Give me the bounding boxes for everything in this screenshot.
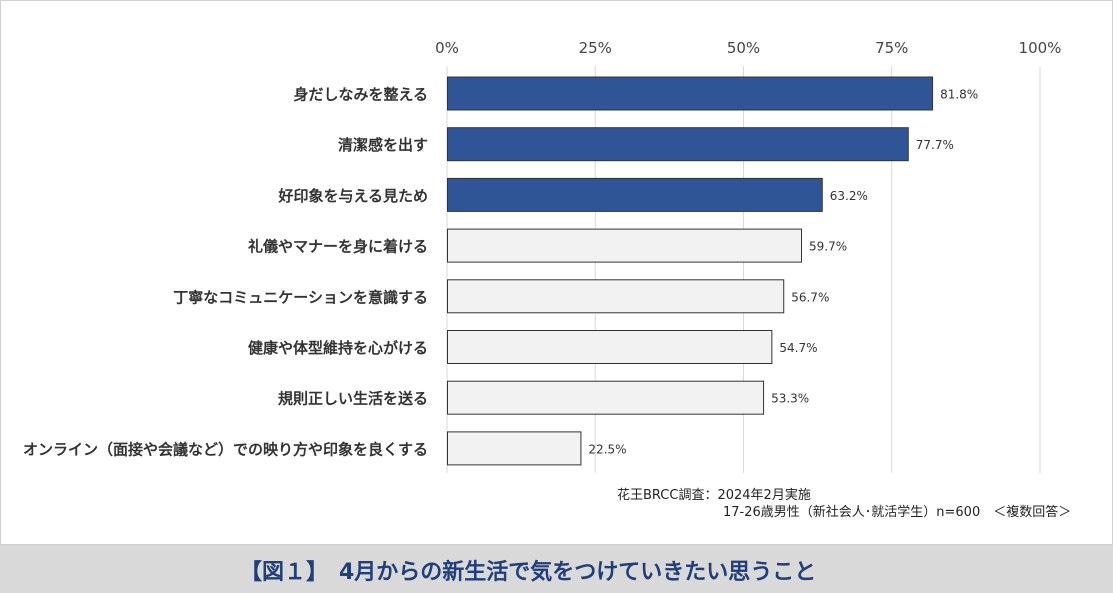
bar	[447, 380, 765, 415]
x-tick-label: 75%	[875, 39, 908, 57]
data-label: 81.8%	[940, 88, 978, 102]
bar	[447, 431, 582, 466]
data-label: 56.7%	[791, 290, 829, 304]
bar	[447, 177, 823, 212]
chart-area: 0% 25% 50% 75% 100% 身だしなみを整える 81.8% 清潔感を出す 77.7%…	[0, 0, 1113, 545]
x-tick-label: 50%	[727, 39, 760, 57]
bar	[447, 76, 934, 111]
source-note-line1: 花王BRCC調査：2024年2月実施	[617, 488, 811, 503]
bar	[447, 330, 773, 364]
x-tick-label: 0%	[435, 39, 459, 57]
category-label: 健康や体型維持を心がける	[248, 339, 428, 357]
category-label: オンライン（面接や会議など）での映り方や印象を良くする	[23, 440, 428, 458]
bar	[447, 228, 803, 263]
x-tick-label: 25%	[579, 39, 612, 57]
category-label: 礼儀やマナーを身に着ける	[248, 238, 428, 256]
category-label: 好印象を与える見ため	[277, 187, 428, 205]
category-label: 規則正しい生活を送る	[278, 390, 428, 408]
figure-caption-bar: 【図１】 4月からの新生活で気をつけていきたい思うこと	[0, 545, 1113, 593]
bar	[447, 279, 785, 314]
category-label: 丁寧なコミュニケーションを意識する	[173, 288, 428, 306]
bar-chart: 0% 25% 50% 75% 100% 身だしなみを整える 81.8% 清潔感を出す 77.7%…	[23, 39, 1062, 473]
data-label: 59.7%	[809, 240, 847, 254]
bar	[447, 127, 909, 162]
figure-caption: 【図１】 4月からの新生活で気をつけていきたい思うこと	[240, 560, 817, 585]
data-label: 77.7%	[916, 138, 954, 152]
data-label: 53.3%	[771, 392, 809, 406]
source-note-line2: 17-26歳男性（新社会人･就活学生）n=600 ＜複数回答＞	[723, 505, 1072, 520]
category-label: 清潔感を出す	[338, 136, 428, 154]
x-tick-label: 100%	[1019, 39, 1062, 57]
data-label: 63.2%	[830, 189, 868, 203]
data-label: 22.5%	[588, 442, 626, 456]
data-label: 54.7%	[779, 341, 817, 355]
category-label: 身だしなみを整える	[293, 86, 428, 104]
